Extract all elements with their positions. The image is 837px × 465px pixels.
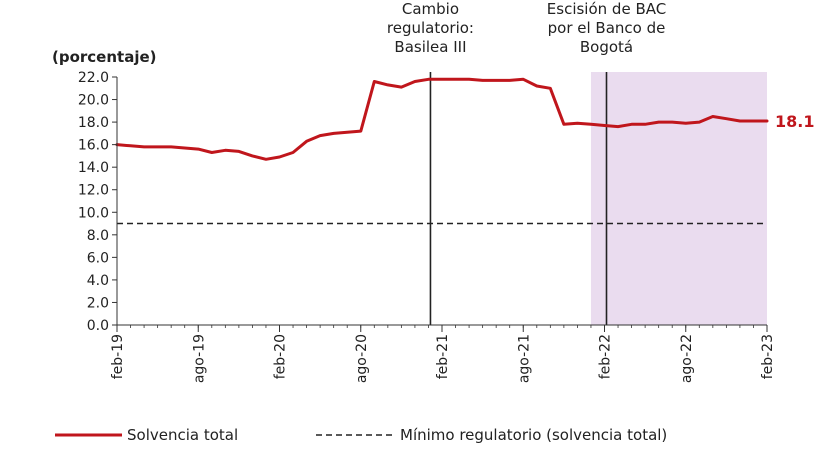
annotation-0-line-2: Basilea III <box>394 38 466 56</box>
y-tick-label: 6.0 <box>87 250 109 266</box>
x-tick-label: feb-19 <box>110 334 126 379</box>
y-tick-label: 4.0 <box>87 273 109 289</box>
annotation-0-line-1: regulatorio: <box>387 19 474 37</box>
annotation-1-line-1: por el Banco de <box>548 19 666 37</box>
x-tick-label: feb-23 <box>760 334 776 379</box>
annotation-1-line-2: Bogotá <box>580 38 633 56</box>
x-tick-label: ago-21 <box>516 334 532 383</box>
x-ticks: feb-19 ago-19 feb-20 ago-20 feb-21 ago-21 feb-… <box>110 325 776 383</box>
legend-label-solvencia-total: Solvencia total <box>127 426 238 444</box>
x-tick-label: ago-22 <box>679 334 695 383</box>
y-tick-label: 2.0 <box>87 295 109 311</box>
x-tick-label: ago-19 <box>191 334 207 383</box>
x-tick-label: feb-21 <box>435 334 451 379</box>
y-tick-label: 16.0 <box>78 138 109 154</box>
x-tick-label: ago-20 <box>354 334 370 383</box>
y-tick-label: 22.0 <box>78 70 109 86</box>
legend: Solvencia total Mínimo regulatorio (solv… <box>55 426 667 444</box>
last-value-label: 18.1 <box>775 112 814 131</box>
y-tick-label: 12.0 <box>78 183 109 199</box>
x-tick-label: feb-20 <box>273 334 289 379</box>
annotation-1-line-0: Escisión de BAC <box>547 0 666 18</box>
annotation-0-line-0: Cambio <box>402 0 459 18</box>
y-tick-label: 8.0 <box>87 228 109 244</box>
x-tick-label: feb-22 <box>598 334 614 379</box>
y-tick-label: 10.0 <box>78 205 109 221</box>
y-tick-label: 18.0 <box>78 115 109 131</box>
series-solvencia-total <box>115 77 769 161</box>
y-ticks: 0.0 2.0 4.0 6.0 8.0 10.0 12.0 14.0 16.0 18.0 20.0 2… <box>78 70 117 334</box>
y-tick-label: 14.0 <box>78 160 109 176</box>
shaded-period <box>590 72 767 325</box>
y-axis-label: (porcentaje) <box>52 48 157 66</box>
legend-label-minimo-regulatorio: Mínimo regulatorio (solvencia total) <box>400 426 667 444</box>
y-tick-label: 0.0 <box>87 318 109 334</box>
y-tick-label: 20.0 <box>78 93 109 109</box>
